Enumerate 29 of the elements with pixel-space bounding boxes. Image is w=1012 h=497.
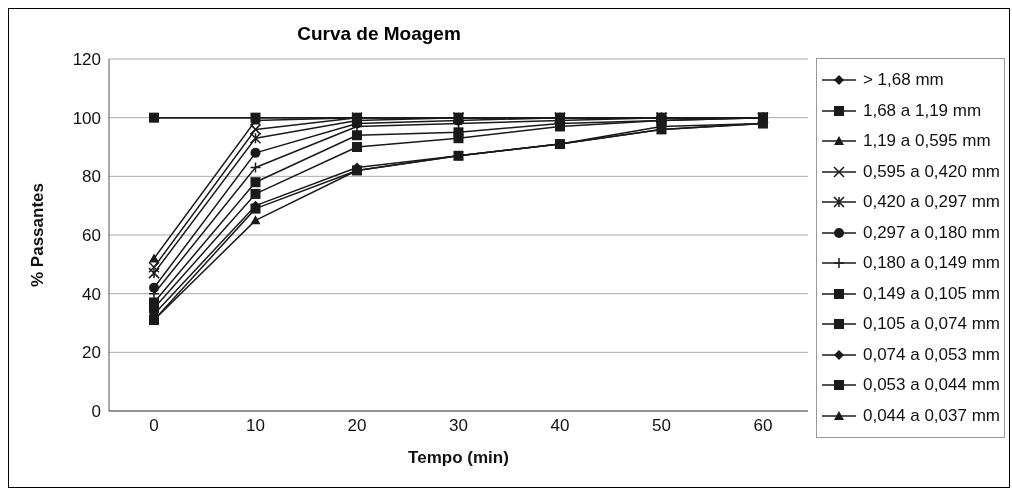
y-tick-label: 100 [72, 108, 101, 128]
x-tick-label: 40 [550, 416, 570, 436]
legend-label: 0,053 a 0,044 mm [862, 375, 1000, 396]
legend-label: 0,149 a 0,105 mm [862, 283, 1000, 304]
x-axis-title: Tempo (min) [408, 448, 509, 467]
x-tick-label: 50 [652, 416, 671, 436]
y-tick-label: 40 [82, 284, 101, 304]
legend-label: 0,105 a 0,074 mm [862, 314, 1000, 335]
y-tick-label: 20 [82, 343, 101, 363]
legend-label: 0,074 a 0,053 mm [862, 344, 1000, 365]
y-tick-label: 0 [91, 402, 101, 422]
x-tick-label: 60 [753, 416, 773, 436]
x-tick-label: 10 [246, 416, 265, 436]
y-tick-label: 120 [72, 50, 101, 70]
legend-label: 0,044 a 0,037 mm [862, 405, 1000, 426]
x-tick-label: 0 [149, 416, 159, 436]
legend-label: 0,180 a 0,149 mm [862, 253, 1000, 274]
legend-label: > 1,68 mm [862, 70, 944, 91]
y-tick-label: 80 [82, 167, 101, 187]
x-tick-label: 30 [449, 416, 468, 436]
legend-label: 0,297 a 0,180 mm [862, 222, 1000, 243]
legend-label: 0,595 a 0,420 mm [862, 161, 1000, 182]
chart-title: Curva de Moagem [296, 23, 462, 45]
y-tick-label: 60 [82, 226, 101, 246]
y-axis-title: % Passantes [28, 183, 48, 287]
legend-label: 1,68 a 1,19 mm [862, 100, 982, 121]
x-tick-label: 20 [347, 416, 367, 436]
legend-label: 0,420 a 0,297 mm [862, 192, 1000, 213]
legend-label: 1,19 a 0,595 mm [862, 131, 991, 152]
